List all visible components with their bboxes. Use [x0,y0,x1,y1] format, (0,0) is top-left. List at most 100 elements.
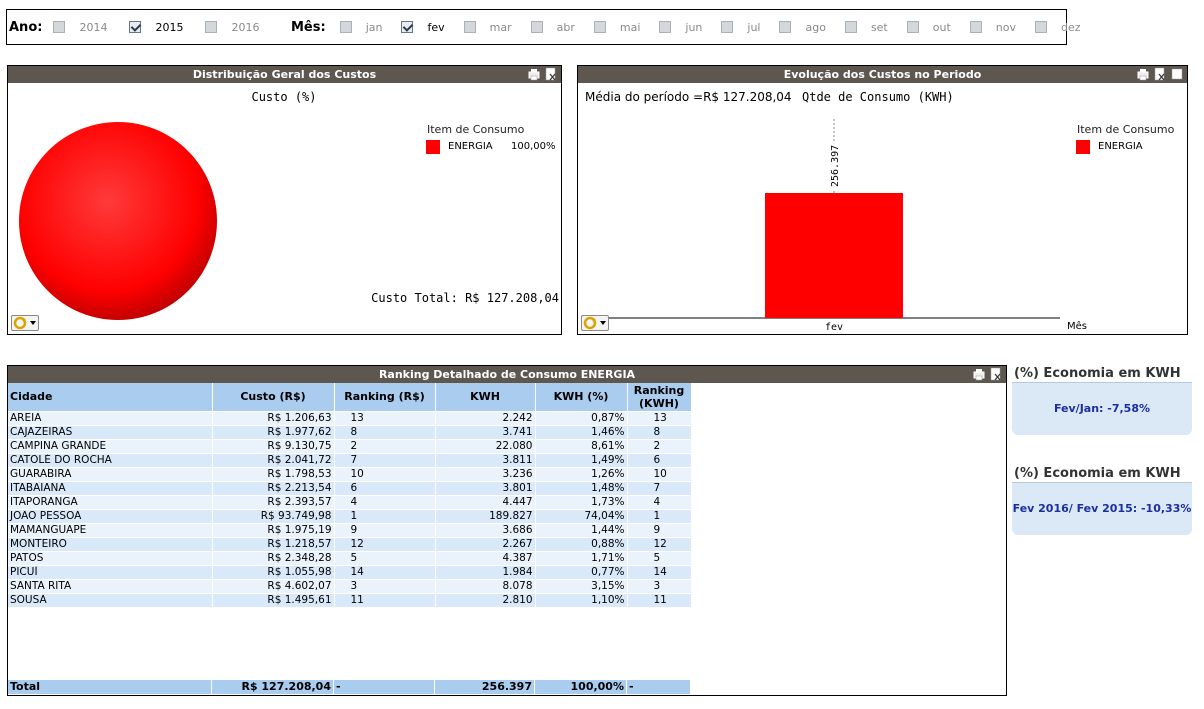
column-header[interactable]: KWH (%) [535,383,628,412]
table-cell: 1 [627,509,692,524]
filter-option-jun[interactable]: jun [659,10,702,44]
column-header[interactable]: Custo (R$) [212,383,335,412]
table-row[interactable]: SOUSA R$ 1.495,61 11 2.810 1,10% 11 [8,593,692,608]
savings-card-month: (%) Economia em KWH Fev/Jan: -7,58% [1012,365,1192,435]
checkbox-icon[interactable] [1034,21,1047,33]
pie-legend-item: ENERGIA [448,141,493,152]
table-cell: 6 [334,481,436,496]
table-row[interactable]: PATOS R$ 2.348,28 5 4.387 1,71% 5 [8,551,692,566]
checkbox-icon[interactable] [906,21,919,33]
filter-option-mar[interactable]: mar [463,10,512,44]
filter-option-label: 2016 [231,20,260,34]
checkbox-icon[interactable] [205,21,218,33]
table-cell: 4.387 [435,551,536,566]
pie-slice-energia[interactable] [19,122,217,320]
table-row[interactable]: CATOLÉ DO ROCHA R$ 2.041,72 7 3.811 1,49% 6 [8,453,692,468]
cycle-icon [583,316,597,330]
table-row[interactable]: CAJAZEIRAS R$ 1.977,62 8 3.741 1,46% 8 [8,425,692,440]
print-icon[interactable] [527,67,541,81]
checkbox-checked-icon[interactable] [401,21,414,33]
year-label: Ano: [9,19,43,35]
table-cell: 10 [627,467,692,482]
export-excel-icon[interactable] [544,67,558,81]
table-row[interactable]: ITABAIANA R$ 2.213,54 6 3.801 1,48% 7 [8,481,692,496]
filter-option-jan[interactable]: jan [339,10,383,44]
checkbox-icon[interactable] [593,21,606,33]
checkbox-icon[interactable] [530,21,543,33]
checkbox-icon[interactable] [339,21,352,33]
table-cell: 74,04% [535,509,628,524]
table-cell: 5 [627,551,692,566]
table-cell: 8 [334,425,436,440]
pie-chart [19,122,217,320]
table-cell: 6 [627,453,692,468]
pie-total-cost: Custo Total: R$ 127.208,04 [371,291,559,305]
column-header[interactable]: Ranking (R$) [334,383,436,412]
table-cell: 14 [627,565,692,580]
filter-option-2015[interactable]: 2015 [129,10,183,44]
ranking-table: Cidade Custo (R$) Ranking (R$) KWH KWH (%) Ra… [8,383,692,608]
bar-legend-item: ENERGIA [1098,141,1143,152]
table-row[interactable]: ITAPORANGA R$ 2.393,57 4 4.447 1,73% 4 [8,495,692,510]
bar-panel-header: Evolução dos Custos no Periodo [578,66,1187,83]
table-cell: R$ 2.348,28 [212,551,335,566]
checkbox-icon[interactable] [463,21,476,33]
checkbox-icon[interactable] [659,21,672,33]
filter-option-label: jan [365,20,383,34]
table-cell: R$ 9.130,75 [212,439,335,454]
filter-option-label: fev [427,20,445,34]
filter-option-abr[interactable]: abr [530,10,575,44]
checkbox-icon[interactable] [53,21,66,33]
maximize-icon[interactable] [1170,67,1184,81]
checkbox-checked-icon[interactable] [129,21,142,33]
table-row[interactable]: AREIA R$ 1.206,63 13 2.242 0,87% 13 [8,411,692,426]
export-excel-icon[interactable] [1153,67,1167,81]
ranking-panel: Ranking Detalhado de Consumo ENERGIA Cid… [7,365,1007,696]
checkbox-icon[interactable] [844,21,857,33]
filter-option-mai[interactable]: mai [593,10,640,44]
month-filter: Mês: jan fev mar abr mai jun jul ago set out nov de… [291,10,1081,44]
filter-option-dez[interactable]: dez [1034,10,1081,44]
filter-option-jul[interactable]: jul [721,10,760,44]
filter-option-out[interactable]: out [906,10,951,44]
filter-option-label: out [932,20,951,34]
table-cell: 0,87% [535,411,628,426]
savings-card-value: Fev/Jan: -7,58% [1053,402,1151,415]
table-row[interactable]: GUARABIRA R$ 1.798,53 10 3.236 1,26% 10 [8,467,692,482]
chevron-down-icon [30,321,36,325]
table-row[interactable]: SANTA RITA R$ 4.602,07 3 8.078 3,15% 3 [8,579,692,594]
table-cell: 1,26% [535,467,628,482]
filter-option-set[interactable]: set [844,10,888,44]
checkbox-icon[interactable] [779,21,792,33]
filter-option-2014[interactable]: 2014 [53,10,107,44]
bar-fev[interactable] [765,193,903,318]
checkbox-icon[interactable] [721,21,734,33]
cycle-chart-button[interactable] [11,315,39,331]
table-cell: R$ 1.495,61 [212,593,335,608]
print-icon[interactable] [972,367,986,381]
table-cell: R$ 1.975,19 [212,523,335,538]
column-header[interactable]: Ranking (KWH) [627,383,692,412]
table-row[interactable]: PICUÍ R$ 1.055,98 14 1.984 0,77% 14 [8,565,692,580]
filter-option-2016[interactable]: 2016 [205,10,259,44]
filter-option-fev[interactable]: fev [401,10,445,44]
checkbox-icon[interactable] [969,21,982,33]
export-excel-icon[interactable] [989,367,1003,381]
column-header[interactable]: KWH [435,383,536,412]
table-cell: R$ 2.213,54 [212,481,335,496]
table-row[interactable]: MAMANGUAPE R$ 1.975,19 9 3.686 1,44% 9 [8,523,692,538]
column-header[interactable]: Cidade [8,383,213,412]
savings-card-title: (%) Economia em KWH [1012,465,1192,483]
total-cell: - [334,680,435,694]
table-cell: 2 [627,439,692,454]
table-row[interactable]: CAMPINA GRANDE R$ 9.130,75 2 22.080 8,61% 2 [8,439,692,454]
table-row[interactable]: JOÃO PESSOA R$ 93.749,98 1 189.827 74,04% 1 [8,509,692,524]
table-cell: 7 [627,481,692,496]
filter-option-ago[interactable]: ago [779,10,826,44]
table-cell: 1,71% [535,551,628,566]
cycle-chart-button[interactable] [581,315,609,331]
filter-option-nov[interactable]: nov [969,10,1016,44]
table-cell: 8 [627,425,692,440]
print-icon[interactable] [1136,67,1150,81]
table-row[interactable]: MONTEIRO R$ 1.218,57 12 2.267 0,88% 12 [8,537,692,552]
